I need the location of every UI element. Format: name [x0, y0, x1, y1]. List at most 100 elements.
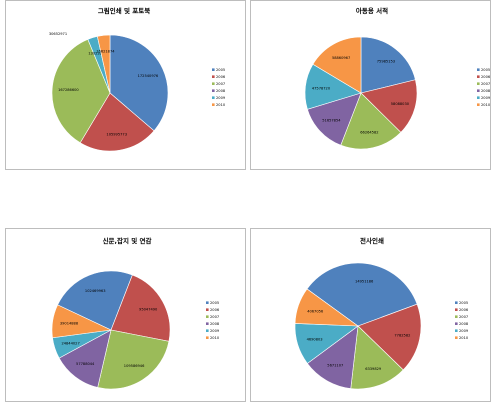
- chart-title: 전사인쇄: [360, 236, 384, 245]
- legend-swatch-2006: [455, 308, 458, 311]
- legend-label-2007: 2007: [481, 82, 490, 86]
- pie-slice-2010: [97, 34, 111, 94]
- pie-chart-3: 신문,잡지 및 연감 102469963 95047490 109586946 5778…: [51, 236, 220, 390]
- legend-label-2006: 2006: [459, 308, 469, 312]
- legend-swatch-2010: [212, 103, 215, 106]
- chart-panel-1: 그림인쇄 및 포토북 172540976 105995773 167286600 130…: [5, 0, 246, 170]
- chart-title: 그림인쇄 및 포토북: [98, 6, 150, 15]
- chart-panel-3: 신문,잡지 및 연감 102469963 95047490 109586946 5778…: [5, 228, 246, 402]
- slice-label-2010: 4067056: [307, 309, 324, 313]
- pie-slice-2007: [350, 325, 404, 390]
- pie-slice-2005: [57, 270, 133, 331]
- slice-label-2007: 66264582: [360, 131, 378, 135]
- pie-slice-2010: [51, 304, 113, 339]
- pie-chart-1: 그림인쇄 및 포토북 172540976 105995773 167286600 130…: [49, 6, 226, 152]
- slice-label-2009: 24844027: [61, 341, 79, 345]
- legend-label-2010: 2010: [210, 336, 220, 340]
- legend-swatch-2009: [455, 329, 458, 332]
- slice-label-2006: 58088030: [391, 102, 410, 106]
- pie-slice-2005: [360, 36, 416, 94]
- legend-label-2007: 2007: [459, 315, 468, 319]
- pie-slice-2005: [109, 34, 169, 132]
- slice-label-2005: 172540976: [138, 74, 159, 78]
- legend-swatch-2010: [206, 336, 209, 339]
- legend-label-2006: 2006: [481, 75, 491, 79]
- legend-label-2009: 2009: [481, 96, 491, 100]
- pie-chart-2: 아동용 서적 75985153 58088030 66264582 51657854 47…: [304, 6, 491, 150]
- legend-swatch-2005: [477, 68, 480, 71]
- legend-label-2007: 2007: [210, 315, 219, 319]
- slice-label-2010: 39014888: [60, 322, 79, 326]
- slice-label-2008: 57788044: [76, 362, 95, 366]
- legend-label-2005: 2005: [459, 301, 468, 305]
- legend-label-2005: 2005: [210, 301, 219, 305]
- pie-slice-2006: [79, 92, 155, 152]
- legend-swatch-2008: [477, 89, 480, 92]
- legend-label-2006: 2006: [210, 308, 220, 312]
- chart-title: 신문,잡지 및 연감: [103, 236, 152, 245]
- legend-swatch-2008: [212, 89, 215, 92]
- slice-label-2005: 14951186: [355, 279, 374, 283]
- legend-label-2009: 2009: [216, 96, 226, 100]
- legend-swatch-2007: [455, 315, 458, 318]
- legend-swatch-2006: [206, 308, 209, 311]
- slice-label-2008: 5671107: [327, 364, 343, 368]
- slice-label-2009: 13023154: [88, 51, 107, 55]
- slice-label-2009: 47578720: [312, 86, 331, 90]
- slice-label-2007: 167286600: [58, 88, 79, 92]
- pie-slice-2007: [97, 329, 170, 390]
- legend-swatch-2006: [212, 75, 215, 78]
- slice-label-extra: 30652971: [49, 32, 67, 36]
- legend-swatch-2010: [455, 336, 458, 339]
- legend-swatch-2009: [477, 96, 480, 99]
- slice-label-2007: 6339829: [365, 367, 382, 371]
- pie-slice-2006: [357, 303, 422, 371]
- legend-swatch-2005: [455, 301, 458, 304]
- pie-chart-4: 전사인쇄 14951186 7782582 6339829 5671107 4690803…: [294, 236, 469, 390]
- pie-slice-2006: [110, 274, 171, 342]
- legend-label-2007: 2007: [216, 82, 225, 86]
- legend-swatch-2006: [477, 75, 480, 78]
- pie-slice-2007: [51, 38, 111, 144]
- pie-slice-2010: [294, 288, 359, 327]
- slice-label-2005: 75985153: [377, 60, 395, 64]
- legend-label-2008: 2008: [481, 89, 491, 93]
- pie-slice-2005: [306, 262, 418, 327]
- legend-label-2010: 2010: [459, 336, 469, 340]
- chart-panel-4: 전사인쇄 14951186 7782582 6339829 5671107 4690803…: [250, 228, 491, 402]
- legend-label-2009: 2009: [459, 329, 469, 333]
- legend-swatch-2005: [206, 301, 209, 304]
- legend-swatch-2009: [206, 329, 209, 332]
- legend-swatch-2008: [455, 322, 458, 325]
- legend-swatch-2009: [212, 96, 215, 99]
- slice-label-2006: 7782582: [394, 334, 410, 338]
- legend-swatch-2007: [212, 82, 215, 85]
- legend-label-2005: 2005: [481, 68, 490, 72]
- chart-panel-2: 아동용 서적 75985153 58088030 66264582 51657854 47…: [250, 0, 491, 170]
- pie-slice-2008: [307, 92, 362, 146]
- slice-label-2005: 102469963: [85, 289, 106, 293]
- slice-label-2006: 95047490: [139, 308, 158, 312]
- pie-slice-2010: [312, 36, 362, 94]
- legend-swatch-2008: [206, 322, 209, 325]
- slice-label-2008: 51657854: [322, 119, 341, 123]
- legend-label-2008: 2008: [216, 89, 226, 93]
- legend-label-2010: 2010: [481, 103, 491, 107]
- legend-label-2008: 2008: [210, 322, 220, 326]
- legend-swatch-2007: [206, 315, 209, 318]
- legend-label-2006: 2006: [216, 75, 226, 79]
- chart-title: 아동용 서적: [356, 6, 388, 15]
- slice-label-2007: 109586946: [124, 364, 145, 368]
- legend-label-2010: 2010: [216, 103, 226, 107]
- legend-swatch-2005: [212, 68, 215, 71]
- slice-label-2006: 105995773: [106, 132, 127, 136]
- slice-label-2009: 4690803: [307, 338, 323, 342]
- legend-label-2005: 2005: [216, 68, 225, 72]
- legend-swatch-2007: [477, 82, 480, 85]
- slice-label-2010: 58860967: [332, 56, 350, 60]
- legend-label-2009: 2009: [210, 329, 220, 333]
- slice-label-2010: 16621874: [96, 50, 115, 54]
- legend-label-2008: 2008: [459, 322, 469, 326]
- legend-swatch-2010: [477, 103, 480, 106]
- pie-slice-2006: [360, 79, 418, 133]
